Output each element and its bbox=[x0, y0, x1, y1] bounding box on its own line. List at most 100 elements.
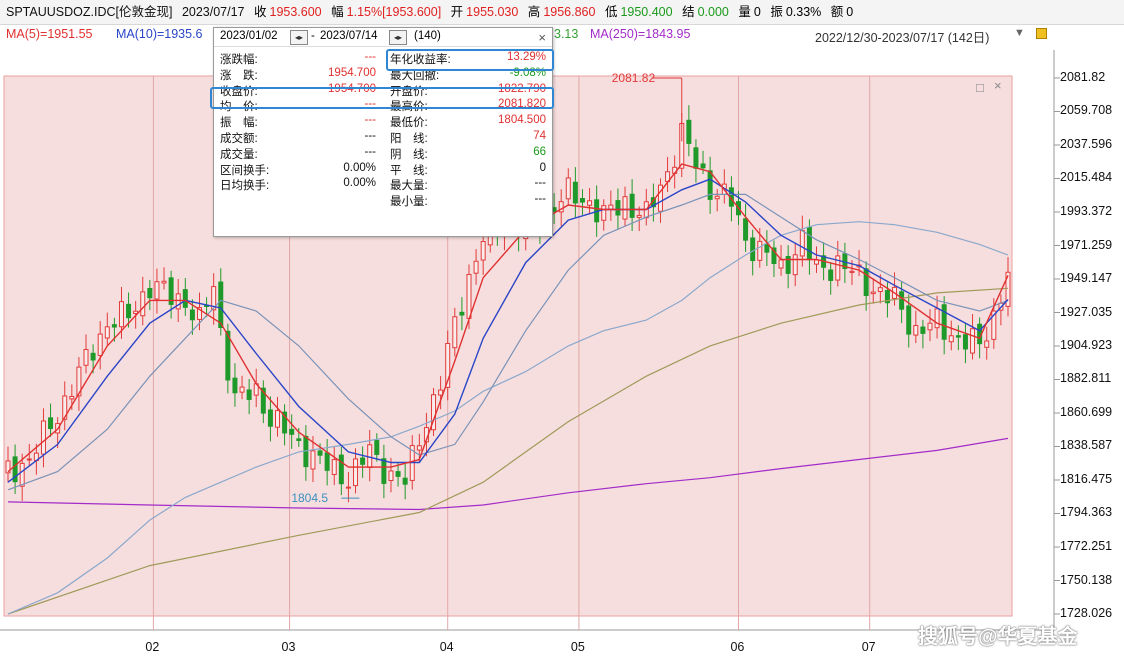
amplitude-value: 0.33% bbox=[785, 5, 822, 19]
up-candle bbox=[814, 259, 820, 265]
up-candle bbox=[239, 386, 245, 393]
ma10-line bbox=[7, 178, 1009, 483]
lock-icon[interactable] bbox=[1036, 28, 1047, 39]
dropdown-icon[interactable]: ▼ bbox=[1014, 27, 1025, 39]
symbol-label: SPTAUUSDOZ.IDC[伦敦金现] bbox=[6, 5, 173, 19]
down-candle bbox=[111, 324, 117, 328]
down-candle bbox=[324, 452, 330, 471]
up-candle bbox=[140, 291, 146, 317]
down-candle bbox=[771, 247, 777, 265]
up-candle bbox=[133, 310, 139, 314]
volume-label: 量 bbox=[738, 5, 751, 19]
up-candle bbox=[83, 349, 89, 366]
close-value: 1953.600 bbox=[269, 5, 322, 19]
y-tick-label: 1971.259 bbox=[1060, 237, 1113, 252]
up-candle bbox=[97, 333, 103, 356]
down-candle bbox=[147, 287, 153, 299]
up-candle bbox=[608, 204, 614, 210]
ma5-legend: MA(5)=1951.55 bbox=[6, 27, 93, 41]
up-candle bbox=[984, 340, 990, 348]
up-candle bbox=[310, 450, 316, 470]
down-candle bbox=[374, 439, 380, 455]
down-candle bbox=[282, 411, 288, 434]
x-tick-label: 07 bbox=[861, 640, 876, 654]
up-candle bbox=[991, 310, 997, 340]
up-candle bbox=[792, 254, 798, 276]
up-candle bbox=[118, 301, 124, 328]
up-candle bbox=[40, 420, 46, 455]
up-candle bbox=[416, 445, 422, 451]
down-candle bbox=[267, 409, 273, 427]
stat-row: 阳 线: 74 bbox=[214, 130, 552, 146]
stat-value: 1954.700 bbox=[328, 66, 376, 79]
close-chart-icon[interactable]: × bbox=[994, 78, 1002, 93]
low-annotation: 1804.5 bbox=[291, 491, 328, 505]
x-tick-label: 06 bbox=[730, 640, 745, 654]
down-candle bbox=[863, 268, 869, 296]
up-candle bbox=[161, 280, 167, 284]
up-candle bbox=[587, 200, 593, 206]
stat-label: 涨跌幅: bbox=[220, 54, 258, 66]
date-separator: - bbox=[311, 30, 315, 42]
ma10-legend: MA(10)=1935.6 bbox=[116, 27, 203, 41]
up-candle bbox=[211, 286, 217, 311]
up-candle bbox=[558, 201, 564, 213]
annual-return-highlight bbox=[386, 49, 554, 71]
end-date-stepper[interactable]: ◂▸ bbox=[389, 30, 407, 45]
down-candle bbox=[693, 147, 699, 169]
ma-lines bbox=[7, 163, 1009, 615]
down-candle bbox=[962, 334, 968, 350]
up-candle bbox=[565, 177, 571, 200]
maximize-icon[interactable]: □ bbox=[976, 80, 984, 95]
y-tick-label: 1927.035 bbox=[1060, 304, 1113, 319]
high-value: 1956.860 bbox=[543, 5, 596, 19]
start-date-stepper[interactable]: ◂▸ bbox=[290, 30, 308, 45]
stat-row: 涨 跌: 1954.700 bbox=[214, 67, 552, 83]
y-tick-label: 2059.708 bbox=[1060, 103, 1113, 118]
up-candle bbox=[601, 205, 607, 221]
change-label: 幅 bbox=[331, 5, 344, 19]
stat-value: 1804.500 bbox=[498, 114, 546, 127]
ma60-line bbox=[7, 221, 1009, 615]
up-candle bbox=[367, 444, 373, 468]
down-candle bbox=[260, 387, 266, 414]
close-icon[interactable]: × bbox=[538, 30, 546, 45]
stat-value: 66 bbox=[533, 145, 546, 158]
y-tick-label: 1949.147 bbox=[1060, 271, 1113, 285]
stat-row: 振 幅: --- bbox=[214, 114, 552, 130]
down-candle bbox=[90, 352, 96, 361]
stat-row: 平 线: 0 bbox=[214, 162, 552, 178]
up-candle bbox=[353, 458, 359, 487]
start-date: 2023/01/02 bbox=[220, 30, 278, 42]
stat-label: 区间换手: bbox=[220, 164, 270, 177]
down-candle bbox=[48, 417, 54, 430]
up-candle bbox=[445, 343, 451, 388]
x-tick-label: 03 bbox=[281, 640, 296, 654]
down-candle bbox=[232, 377, 238, 394]
candles bbox=[5, 78, 1011, 503]
up-candle bbox=[452, 316, 458, 349]
stat-value: --- bbox=[534, 193, 547, 206]
stat-label: 成交额: bbox=[220, 133, 258, 145]
stat-row: 成交量: --- bbox=[214, 146, 552, 162]
down-candle bbox=[289, 428, 295, 435]
down-candle bbox=[459, 311, 465, 316]
down-candle bbox=[12, 456, 18, 483]
up-candle bbox=[778, 259, 784, 269]
up-candle bbox=[480, 240, 486, 261]
stat-row: 日均换手: 0.00% bbox=[214, 177, 552, 193]
y-tick-label: 1794.363 bbox=[1060, 505, 1113, 520]
up-candle bbox=[877, 287, 883, 293]
up-candle bbox=[175, 293, 181, 310]
up-candle bbox=[934, 308, 940, 329]
down-candle bbox=[920, 326, 926, 334]
settle-value: 0.000 bbox=[697, 5, 729, 19]
up-candle bbox=[331, 459, 337, 475]
stat-label: 最小量: bbox=[390, 196, 428, 209]
interval-stats-panel: 2023/01/02 ◂▸ - 2023/07/14 ◂▸ (140) × 涨跌… bbox=[210, 27, 554, 237]
up-candle bbox=[714, 195, 720, 200]
stat-row: 最小量: --- bbox=[214, 193, 552, 209]
down-candle bbox=[381, 458, 387, 484]
up-candle bbox=[388, 470, 394, 481]
